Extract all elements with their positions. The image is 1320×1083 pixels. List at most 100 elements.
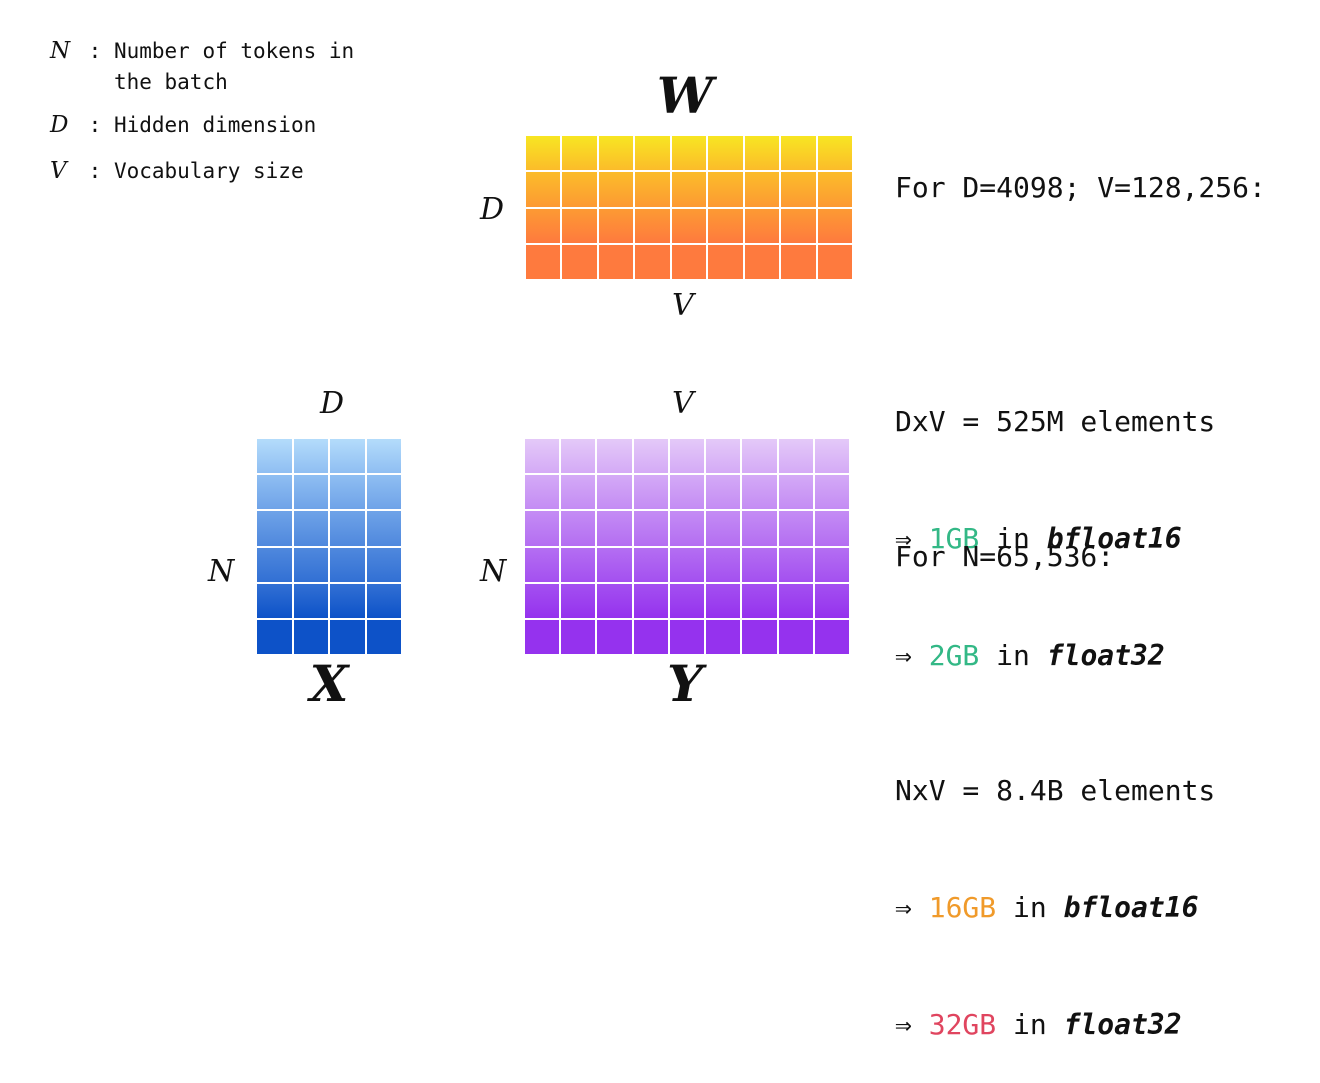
- info-y-bf16-size: 16GB: [928, 891, 997, 924]
- matrix-cell: [597, 439, 632, 474]
- matrix-cell: [598, 172, 634, 207]
- matrix-cell: [669, 475, 705, 510]
- matrix-cell: [562, 244, 597, 279]
- info-y-f32-type: float32: [1063, 1008, 1182, 1041]
- matrix-cell: [742, 619, 777, 654]
- matrix-cell: [525, 475, 560, 510]
- legend-symbol-n: N: [50, 38, 71, 64]
- matrix-cell: [633, 619, 668, 654]
- matrix-cell: [706, 511, 741, 546]
- matrix-cell: [330, 439, 365, 474]
- info-y-f32-size: 32GB: [928, 1008, 997, 1041]
- matrix-y-row-dim: N: [480, 554, 507, 589]
- matrix-cell: [817, 172, 852, 207]
- info-y-bf16-in: in: [996, 891, 1064, 924]
- matrix-cell: [597, 583, 632, 618]
- matrix-cell: [293, 511, 328, 546]
- matrix-cell: [671, 208, 707, 243]
- info-w-bf16-size: 1GB: [928, 522, 980, 555]
- matrix-cell: [708, 172, 743, 207]
- matrix-cell: [526, 208, 561, 243]
- matrix-cell: [706, 439, 741, 474]
- info-y-bf16-type: bfloat16: [1063, 891, 1199, 924]
- matrix-cell: [525, 583, 560, 618]
- matrix-cell: [598, 136, 634, 171]
- matrix-cell: [293, 475, 328, 510]
- matrix-cell: [742, 511, 777, 546]
- matrix-cell: [525, 439, 560, 474]
- matrix-cell: [778, 475, 813, 510]
- matrix-cell: [742, 547, 777, 582]
- matrix-cell: [366, 547, 401, 582]
- matrix-cell: [330, 619, 365, 654]
- matrix-cell: [669, 583, 705, 618]
- matrix-cell: [744, 208, 780, 243]
- matrix-cell: [597, 475, 632, 510]
- matrix-cell: [293, 547, 328, 582]
- matrix-cell: [742, 583, 777, 618]
- matrix-cell: [817, 208, 852, 243]
- matrix-cell: [817, 244, 852, 279]
- matrix-cell: [706, 583, 741, 618]
- legend-item-d: D : Hidden dimension: [50, 110, 316, 141]
- matrix-cell: [561, 583, 596, 618]
- matrix-x-title: X: [309, 654, 349, 713]
- legend-desc-n: Number of tokens in the batch: [113, 39, 355, 94]
- matrix-cell: [330, 547, 365, 582]
- info-w-bf16-in: in: [979, 522, 1047, 555]
- matrix-cell: [257, 547, 292, 582]
- legend-symbol-d: D: [50, 112, 69, 138]
- info-w-elements: DxV = 525M elements: [895, 405, 1216, 438]
- implies-arrow-icon: ⇒: [895, 522, 912, 555]
- matrix-cell: [597, 511, 632, 546]
- matrix-cell: [744, 136, 780, 171]
- matrix-w-row-dim: D: [480, 192, 505, 227]
- matrix-cell: [742, 439, 777, 474]
- matrix-cell: [778, 619, 813, 654]
- matrix-cell: [778, 511, 813, 546]
- matrix-cell: [526, 136, 561, 171]
- matrix-cell: [526, 172, 561, 207]
- matrix-cell: [669, 619, 705, 654]
- info-w-bf16-line: ⇒ 1GB in bfloat16: [895, 519, 1266, 558]
- matrix-cell: [366, 511, 401, 546]
- matrix-cell: [561, 619, 596, 654]
- matrix-x-grid: [257, 439, 401, 654]
- matrix-cell: [706, 475, 741, 510]
- matrix-cell: [257, 439, 292, 474]
- matrix-cell: [525, 511, 560, 546]
- info-w-f32-size: 2GB: [928, 639, 980, 672]
- info-w-bf16-type: bfloat16: [1046, 522, 1182, 555]
- matrix-cell: [633, 439, 668, 474]
- matrix-cell: [635, 244, 670, 279]
- matrix-cell: [257, 511, 292, 546]
- legend-desc-d: Hidden dimension: [113, 113, 317, 137]
- info-w-f32-line: ⇒ 2GB in float32: [895, 636, 1266, 675]
- matrix-cell: [366, 619, 401, 654]
- matrix-cell: [708, 244, 743, 279]
- matrix-cell: [633, 583, 668, 618]
- matrix-cell: [778, 439, 813, 474]
- matrix-cell: [778, 547, 813, 582]
- info-y: For N=65,536: NxV = 8.4B elements ⇒ 16GB…: [895, 459, 1215, 1083]
- matrix-x-col-dim: D: [320, 386, 345, 421]
- matrix-cell: [742, 475, 777, 510]
- info-y-f32-in: in: [996, 1008, 1064, 1041]
- matrix-cell: [817, 136, 852, 171]
- implies-arrow-icon: ⇒: [895, 891, 912, 924]
- matrix-cell: [330, 583, 365, 618]
- matrix-cell: [781, 172, 816, 207]
- matrix-cell: [257, 619, 292, 654]
- matrix-x-row-dim: N: [208, 554, 235, 589]
- info-w-header: For D=4098; V=128,256:: [895, 171, 1266, 204]
- matrix-cell: [562, 136, 597, 171]
- matrix-cell: [561, 475, 596, 510]
- matrix-cell: [633, 475, 668, 510]
- matrix-cell: [814, 511, 849, 546]
- matrix-cell: [781, 244, 816, 279]
- legend-sep-n: :: [76, 39, 114, 63]
- legend-symbol-v: V: [50, 158, 67, 184]
- legend-item-n: N : Number of tokens in the batch: [50, 36, 354, 98]
- matrix-cell: [562, 208, 597, 243]
- matrix-cell: [366, 583, 401, 618]
